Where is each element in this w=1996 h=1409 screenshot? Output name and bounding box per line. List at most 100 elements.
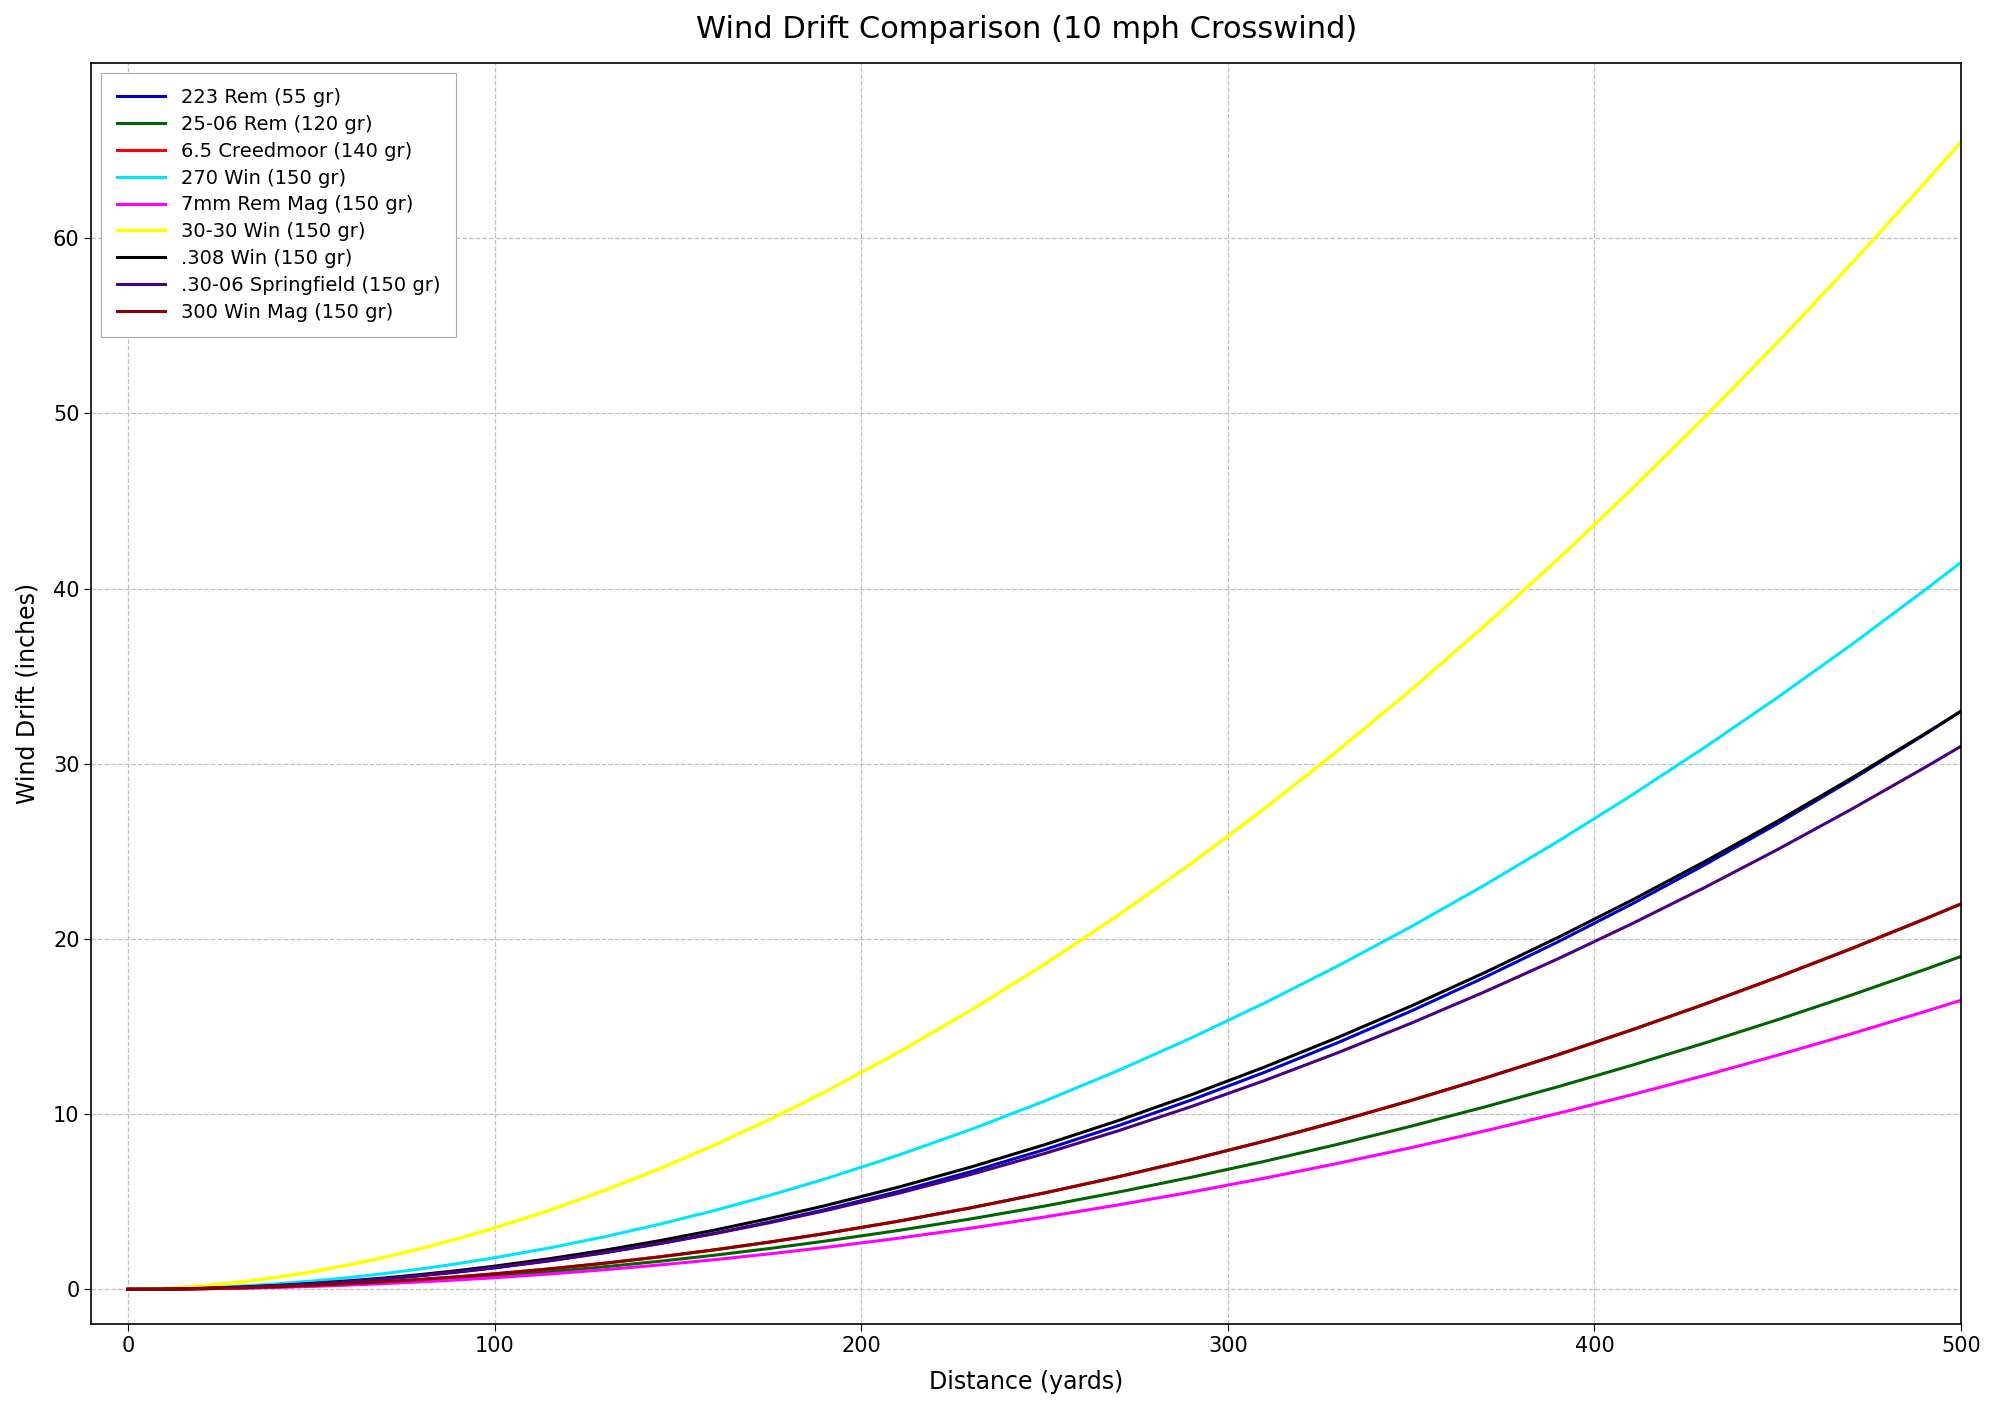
.30-06 Springfield (150 gr) [1106, 1123, 1130, 1140]
300 Win Mag (150 gr) [758, 1234, 782, 1251]
7mm Rem Mag (150 gr) [445, 1271, 469, 1288]
30-30 Win (150 gr) [1253, 800, 1277, 817]
.308 Win (150 gr) [1693, 854, 1717, 871]
7mm Rem Mag (150 gr) [1950, 992, 1974, 1009]
223 Rem (55 gr) [263, 1278, 287, 1295]
.308 Win (150 gr) [483, 1258, 507, 1275]
300 Win Mag (150 gr) [1473, 1069, 1497, 1086]
6.5 Creedmoor (140 gr) [226, 1279, 250, 1296]
.308 Win (150 gr) [1838, 769, 1862, 786]
25-06 Rem (120 gr) [1032, 1198, 1056, 1215]
25-06 Rem (120 gr) [1545, 1078, 1569, 1095]
25-06 Rem (120 gr) [812, 1233, 836, 1250]
30-30 Win (150 gr) [152, 1279, 176, 1296]
6.5 Creedmoor (140 gr) [190, 1281, 214, 1298]
25-06 Rem (120 gr) [886, 1222, 910, 1239]
270 Win (150 gr) [1253, 995, 1277, 1012]
.308 Win (150 gr) [593, 1241, 617, 1258]
X-axis label: Distance (yards): Distance (yards) [928, 1370, 1124, 1394]
30-30 Win (150 gr) [299, 1264, 323, 1281]
270 Win (150 gr) [1619, 788, 1643, 805]
30-30 Win (150 gr) [1473, 617, 1497, 634]
.30-06 Springfield (150 gr) [1325, 1044, 1349, 1061]
25-06 Rem (120 gr) [1253, 1153, 1277, 1169]
6.5 Creedmoor (140 gr) [703, 1241, 727, 1258]
25-06 Rem (120 gr) [116, 1281, 140, 1298]
.30-06 Springfield (150 gr) [116, 1281, 140, 1298]
Line: 30-30 Win (150 gr): 30-30 Win (150 gr) [128, 142, 1962, 1289]
30-30 Win (150 gr) [483, 1220, 507, 1237]
25-06 Rem (120 gr) [758, 1240, 782, 1257]
.30-06 Springfield (150 gr) [190, 1279, 214, 1296]
223 Rem (55 gr) [1838, 772, 1862, 789]
25-06 Rem (120 gr) [960, 1210, 984, 1227]
6.5 Creedmoor (140 gr) [1180, 1151, 1204, 1168]
223 Rem (55 gr) [1106, 1117, 1130, 1134]
300 Win Mag (150 gr) [1912, 910, 1936, 927]
.30-06 Springfield (150 gr) [263, 1278, 287, 1295]
7mm Rem Mag (150 gr) [1253, 1169, 1277, 1186]
223 Rem (55 gr) [1180, 1092, 1204, 1109]
30-30 Win (150 gr) [812, 1084, 836, 1100]
7mm Rem Mag (150 gr) [1838, 1026, 1862, 1043]
6.5 Creedmoor (140 gr) [812, 1226, 836, 1243]
300 Win Mag (150 gr) [116, 1281, 140, 1298]
300 Win Mag (150 gr) [1619, 1022, 1643, 1038]
223 Rem (55 gr) [1766, 814, 1790, 831]
30-30 Win (150 gr) [758, 1112, 782, 1129]
270 Win (150 gr) [703, 1202, 727, 1219]
223 Rem (55 gr) [409, 1267, 433, 1284]
.308 Win (150 gr) [1325, 1029, 1349, 1045]
25-06 Rem (120 gr) [647, 1253, 671, 1270]
7mm Rem Mag (150 gr) [1473, 1123, 1497, 1140]
30-30 Win (150 gr) [1106, 907, 1130, 924]
270 Win (150 gr) [1473, 876, 1497, 893]
270 Win (150 gr) [1325, 958, 1349, 975]
300 Win Mag (150 gr) [1325, 1113, 1349, 1130]
.30-06 Springfield (150 gr) [1950, 738, 1974, 755]
.30-06 Springfield (150 gr) [1399, 1014, 1423, 1031]
.30-06 Springfield (150 gr) [1912, 759, 1936, 776]
.308 Win (150 gr) [335, 1272, 359, 1289]
.30-06 Springfield (150 gr) [445, 1264, 469, 1281]
Line: .30-06 Springfield (150 gr): .30-06 Springfield (150 gr) [128, 747, 1962, 1289]
270 Win (150 gr) [1912, 582, 1936, 599]
6.5 Creedmoor (140 gr) [1399, 1092, 1423, 1109]
25-06 Rem (120 gr) [1473, 1099, 1497, 1116]
6.5 Creedmoor (140 gr) [409, 1271, 433, 1288]
300 Win Mag (150 gr) [1399, 1092, 1423, 1109]
7mm Rem Mag (150 gr) [537, 1265, 561, 1282]
.308 Win (150 gr) [960, 1158, 984, 1175]
.30-06 Springfield (150 gr) [593, 1244, 617, 1261]
270 Win (150 gr) [1838, 637, 1862, 654]
.308 Win (150 gr) [373, 1270, 397, 1286]
300 Win Mag (150 gr) [1838, 940, 1862, 957]
25-06 Rem (120 gr) [335, 1277, 359, 1293]
.308 Win (150 gr) [1545, 929, 1569, 945]
6.5 Creedmoor (140 gr) [116, 1281, 140, 1298]
6.5 Creedmoor (140 gr) [1912, 910, 1936, 927]
30-30 Win (150 gr) [703, 1137, 727, 1154]
300 Win Mag (150 gr) [1950, 895, 1974, 912]
270 Win (150 gr) [593, 1229, 617, 1246]
.308 Win (150 gr) [1032, 1136, 1056, 1153]
7mm Rem Mag (150 gr) [299, 1278, 323, 1295]
.308 Win (150 gr) [1619, 892, 1643, 909]
.30-06 Springfield (150 gr) [1838, 800, 1862, 817]
300 Win Mag (150 gr) [1253, 1133, 1277, 1150]
30-30 Win (150 gr) [1032, 955, 1056, 972]
270 Win (150 gr) [299, 1272, 323, 1289]
7mm Rem Mag (150 gr) [647, 1257, 671, 1274]
6.5 Creedmoor (140 gr) [1545, 1047, 1569, 1064]
270 Win (150 gr) [483, 1250, 507, 1267]
7mm Rem Mag (150 gr) [1325, 1155, 1349, 1172]
.308 Win (150 gr) [409, 1267, 433, 1284]
6.5 Creedmoor (140 gr) [1838, 940, 1862, 957]
25-06 Rem (120 gr) [1325, 1136, 1349, 1153]
300 Win Mag (150 gr) [445, 1268, 469, 1285]
25-06 Rem (120 gr) [1399, 1117, 1423, 1134]
223 Rem (55 gr) [1619, 896, 1643, 913]
223 Rem (55 gr) [152, 1281, 176, 1298]
270 Win (150 gr) [1106, 1062, 1130, 1079]
Line: 6.5 Creedmoor (140 gr): 6.5 Creedmoor (140 gr) [128, 903, 1962, 1289]
